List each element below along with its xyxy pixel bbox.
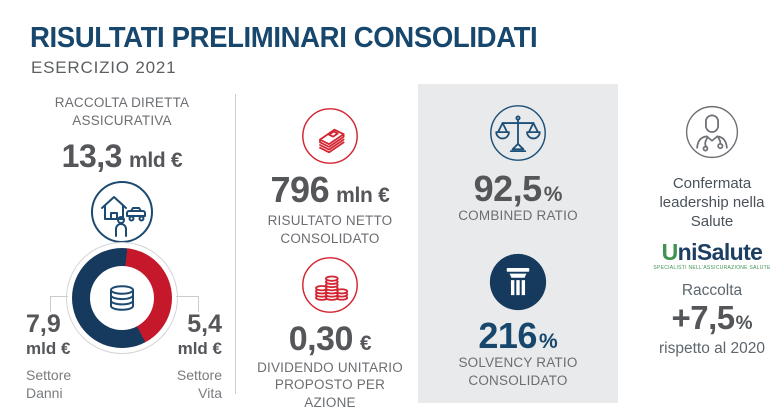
section-salute: Confermata leadership nella Salute UniSa… xyxy=(642,104,782,358)
pillar-icon xyxy=(488,252,548,312)
salute-growth-value: +7,5 xyxy=(671,299,735,337)
salute-growth-caption: rispetto al 2020 xyxy=(659,340,765,358)
connector-line-right xyxy=(176,296,199,297)
vita-label: Settore Vita xyxy=(176,367,222,402)
connector-line-right-v xyxy=(198,296,199,312)
danni-unit: mld € xyxy=(26,339,71,358)
coins-icon xyxy=(301,256,359,314)
salute-growth-unit: % xyxy=(735,313,753,335)
salute-statement: Confermata leadership nella Salute xyxy=(659,175,765,230)
danni-value: 7,9 xyxy=(26,310,61,338)
vertical-divider xyxy=(235,94,236,394)
solvency-ratio-label: SOLVENCY RATIO CONSOLIDATO xyxy=(458,354,578,388)
risultato-value-row: 796 mln € xyxy=(271,172,390,208)
vita-value: 5,4 xyxy=(187,310,222,338)
raccolta-unit: mld € xyxy=(128,148,183,172)
solvency-ratio-unit: % xyxy=(538,329,558,353)
raccolta-value-row: 13,3 mld € xyxy=(62,139,183,173)
dividendo-unit: € xyxy=(359,331,372,355)
solvency-ratio-row: 216 % xyxy=(478,314,558,356)
page-title: RISULTATI PRELIMINARI CONSOLIDATI xyxy=(30,22,538,54)
salute-growth-row: +7,5 % xyxy=(671,299,753,337)
donut-label-vita: 5,4 mld € Settore Vita xyxy=(158,311,222,402)
unisalute-tagline: SPECIALISTI NELL'ASSICURAZIONE SALUTE xyxy=(653,265,771,272)
dividendo-value: 0,30 xyxy=(288,319,354,358)
solvency-ratio-value: 216 xyxy=(478,314,537,356)
donut-hole xyxy=(90,266,154,330)
connector-line-left xyxy=(50,296,68,297)
donut-outer-ring xyxy=(66,242,178,354)
raccolta-value: 13,3 xyxy=(61,137,123,174)
raccolta-heading: RACCOLTA DIRETTA ASSICURATIVA xyxy=(54,95,190,128)
connector-line-left-v xyxy=(50,296,51,312)
unisalute-logo-rest: niSalute xyxy=(677,239,763,266)
coin-stack-icon xyxy=(104,280,140,316)
section-risultato: 796 mln € RISULTATO NETTO CONSOLIDATO xyxy=(248,107,412,412)
combined-ratio-unit: % xyxy=(543,183,563,206)
scales-icon xyxy=(489,104,547,162)
doctor-icon xyxy=(684,104,740,160)
combined-ratio-value: 92,5 xyxy=(473,168,543,209)
section-ratios-panel: 92,5 % COMBINED RATIO 216 % SOLVENCY RAT… xyxy=(418,84,618,403)
unisalute-logo: UniSalute xyxy=(662,240,763,264)
donut-label-danni: 7,9 mld € Settore Danni xyxy=(26,311,90,402)
risultato-unit: mln € xyxy=(336,184,390,207)
banknotes-icon xyxy=(301,107,359,165)
dividendo-label: DIVIDENDO UNITARIO PROPOSTO PER AZIONE xyxy=(257,359,403,411)
combined-ratio-label: COMBINED RATIO xyxy=(458,208,578,223)
risultato-label: RISULTATO NETTO CONSOLIDATO xyxy=(267,213,393,246)
section-raccolta-diretta: RACCOLTA DIRETTA ASSICURATIVA 13,3 mld € xyxy=(22,94,222,244)
combined-ratio-row: 92,5 % xyxy=(474,171,563,207)
danni-label: Settore Danni xyxy=(26,367,72,402)
house-car-person-icon xyxy=(90,180,154,244)
raccolta-donut-chart: 7,9 mld € Settore Danni 5,4 mld € Settor… xyxy=(22,240,222,418)
vita-unit: mld € xyxy=(177,339,222,358)
page-subtitle: ESERCIZIO 2021 xyxy=(31,58,177,77)
unisalute-logo-prefix: U xyxy=(661,239,679,266)
dividendo-value-row: 0,30 € xyxy=(289,321,372,357)
salute-raccolta-label: Raccolta xyxy=(681,282,743,300)
risultato-value: 796 xyxy=(270,169,330,210)
